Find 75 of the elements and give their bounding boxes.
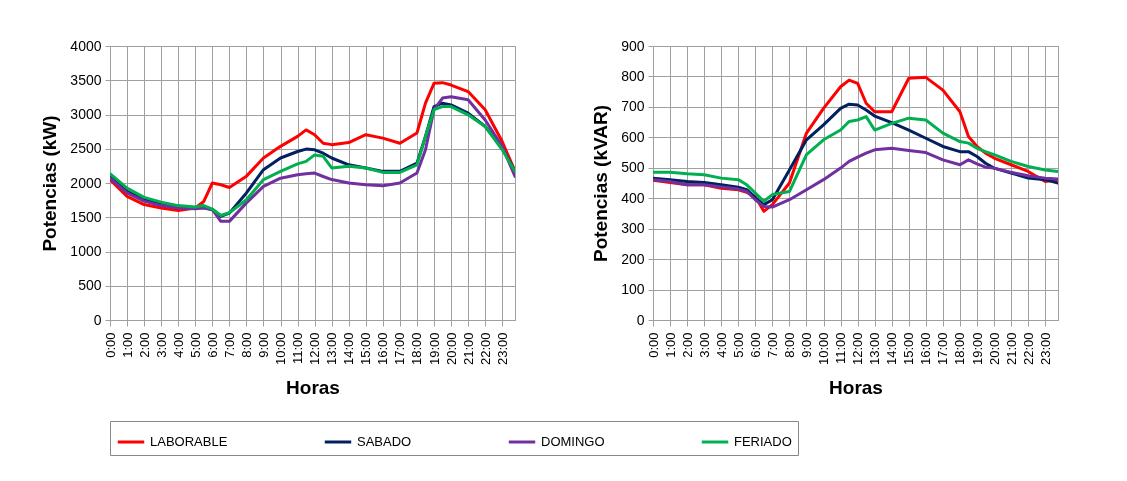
x-tick-label: 19:00 [969, 332, 985, 366]
x-tick-label: 12:00 [850, 332, 866, 366]
x-tick-label: 23:00 [494, 332, 510, 366]
y-tick-label: 0 [93, 311, 102, 328]
y-tick-label: 500 [621, 159, 645, 176]
x-tick-label: 10:00 [816, 332, 832, 366]
x-tick-label: 6:00 [204, 332, 220, 358]
x-tick-label: 12:00 [307, 332, 323, 366]
legend-label: DOMINGO [541, 434, 605, 449]
x-tick-label: 16:00 [918, 332, 934, 366]
x-tick-label: 14:00 [884, 332, 900, 366]
x-tick-label: 0:00 [102, 332, 118, 358]
x-tick-label: 21:00 [460, 332, 476, 366]
y-tick-label: 3000 [70, 106, 102, 122]
x-tick-label: 23:00 [1037, 332, 1053, 366]
y-tick-label: 200 [621, 250, 645, 267]
x-axis-title: Horas [286, 377, 340, 399]
x-tick-label: 17:00 [392, 332, 408, 366]
x-tick-label: 18:00 [409, 332, 425, 366]
x-tick-label: 15:00 [358, 332, 374, 366]
x-tick-label: 3:00 [153, 332, 169, 358]
x-tick-label: 21:00 [1003, 332, 1019, 366]
x-tick-label: 22:00 [477, 332, 493, 366]
x-tick-label: 19:00 [426, 332, 442, 366]
y-tick-label: 900 [621, 37, 645, 54]
legend-label: SABADO [357, 434, 412, 449]
x-tick-label: 4:00 [170, 332, 186, 358]
x-tick-label: 4:00 [713, 332, 729, 358]
x-tick-label: 13:00 [324, 332, 340, 366]
x-tick-label: 13:00 [867, 332, 883, 366]
y-tick-label: 4000 [70, 37, 102, 54]
x-tick-label: 14:00 [341, 332, 357, 366]
x-tick-label: 22:00 [1020, 332, 1036, 366]
x-tick-label: 16:00 [375, 332, 391, 366]
y-tick-label: 300 [621, 220, 645, 237]
y-tick-label: 500 [78, 277, 102, 294]
x-tick-label: 9:00 [255, 332, 271, 358]
x-tick-label: 6:00 [747, 332, 763, 358]
x-tick-label: 3:00 [696, 332, 712, 358]
x-tick-label: 0:00 [645, 332, 661, 358]
x-tick-label: 5:00 [187, 332, 203, 358]
x-tick-label: 11:00 [290, 332, 306, 365]
x-tick-label: 20:00 [443, 332, 459, 366]
y-tick-label: 100 [621, 281, 645, 298]
y-tick-label: 400 [621, 189, 645, 206]
x-tick-label: 7:00 [764, 332, 780, 358]
x-tick-label: 2:00 [679, 332, 695, 358]
x-tick-label: 2:00 [136, 332, 152, 358]
y-tick-label: 2500 [70, 140, 102, 157]
x-tick-label: 8:00 [238, 332, 254, 358]
x-tick-label: 9:00 [798, 332, 814, 358]
y-tick-label: 600 [621, 128, 645, 145]
y-axis-title: Potencias (kW) [39, 115, 61, 252]
y-tick-label: 1000 [70, 243, 102, 259]
x-tick-label: 1:00 [662, 332, 678, 358]
x-tick-label: 20:00 [986, 332, 1002, 366]
x-tick-label: 10:00 [273, 332, 289, 366]
x-tick-label: 7:00 [221, 332, 237, 358]
x-tick-label: 15:00 [901, 332, 917, 366]
y-tick-label: 2000 [70, 174, 102, 191]
y-tick-label: 800 [621, 67, 645, 84]
x-tick-label: 17:00 [935, 332, 951, 366]
y-axis-title: Potencias (kVAR) [590, 105, 612, 262]
x-axis-title: Horas [829, 377, 883, 399]
y-tick-label: 3500 [70, 71, 102, 88]
x-tick-label: 1:00 [119, 332, 135, 358]
legend-label: LABORABLE [150, 434, 228, 449]
legend-label: FERIADO [734, 434, 792, 449]
y-tick-label: 700 [621, 98, 645, 115]
y-tick-label: 1500 [70, 208, 102, 225]
x-tick-label: 11:00 [833, 332, 849, 365]
x-tick-label: 18:00 [952, 332, 968, 366]
x-tick-label: 8:00 [781, 332, 797, 358]
x-tick-label: 5:00 [730, 332, 746, 358]
y-tick-label: 0 [636, 311, 645, 328]
